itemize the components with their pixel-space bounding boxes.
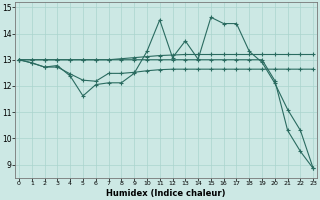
X-axis label: Humidex (Indice chaleur): Humidex (Indice chaleur): [106, 189, 226, 198]
